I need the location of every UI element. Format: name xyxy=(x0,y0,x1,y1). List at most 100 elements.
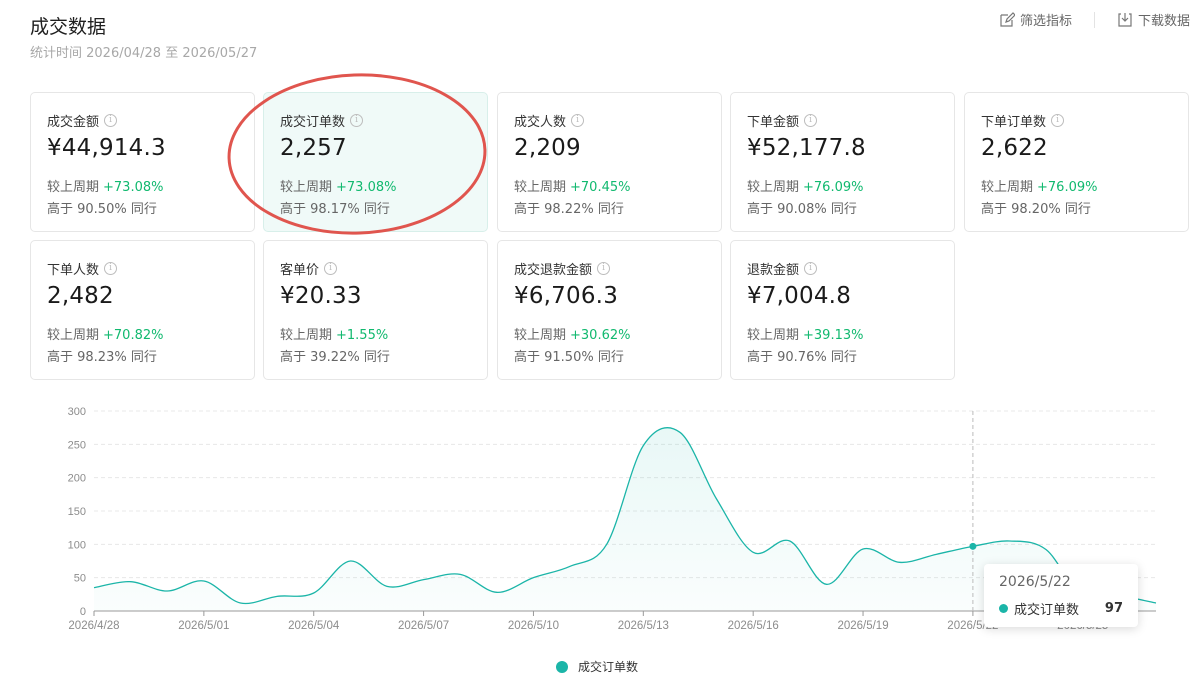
y-tick-label: 150 xyxy=(68,506,86,518)
metric-value: ¥7,004.8 xyxy=(747,283,852,309)
x-tick-label: 2026/4/28 xyxy=(68,620,119,632)
series-area xyxy=(94,427,1156,611)
metric-name: 成交人数 xyxy=(514,115,567,130)
peer-rank: 高于 98.22% 同行 xyxy=(514,202,624,217)
x-tick-label: 2026/5/04 xyxy=(288,620,340,632)
info-icon[interactable]: i xyxy=(104,262,118,275)
tooltip-value: 97 xyxy=(1104,601,1123,616)
metric-value: 2,257 xyxy=(280,135,347,161)
metric-name: 成交退款金额 xyxy=(514,263,593,278)
change-value: +70.45% xyxy=(570,180,631,195)
compare-label: 较上周期 xyxy=(747,328,800,343)
change-value: +76.09% xyxy=(803,180,864,195)
metric-card-order-amount[interactable]: 下单金额 i ¥52,177.8 较上周期 +76.09% 高于 90.08% 同行 xyxy=(730,92,955,232)
y-tick-label: 300 xyxy=(68,406,86,418)
x-tick-label: 2026/5/16 xyxy=(728,620,779,632)
download-data-button[interactable]: 下载数据 xyxy=(1117,10,1190,29)
y-tick-label: 50 xyxy=(74,573,86,585)
compare-label: 较上周期 xyxy=(47,180,100,195)
toolbar-divider xyxy=(1093,11,1095,28)
metric-card-deal-buyers[interactable]: 成交人数 i 2,209 较上周期 +70.45% 高于 98.22% 同行 xyxy=(497,92,722,232)
x-tick-label: 2026/5/13 xyxy=(618,620,669,632)
change-value: +39.13% xyxy=(803,328,864,343)
x-tick-label: 2026/5/01 xyxy=(178,620,229,632)
filter-metrics-label: 筛选指标 xyxy=(1019,14,1072,29)
change-value: +70.82% xyxy=(103,328,164,343)
x-tick-label: 2026/5/19 xyxy=(837,620,888,632)
date-range: 统计时间 2026/04/28 至 2026/05/27 xyxy=(30,46,258,61)
compare-label: 较上周期 xyxy=(981,180,1034,195)
series-dot-icon xyxy=(999,604,1008,613)
metric-card-deal-orders[interactable]: 成交订单数 i 2,257 较上周期 +73.08% 高于 98.17% 同行 xyxy=(263,92,488,232)
metric-card-avg-order-value[interactable]: 客单价 i ¥20.33 较上周期 +1.55% 高于 39.22% 同行 xyxy=(263,240,488,380)
metric-value: ¥6,706.3 xyxy=(514,283,619,309)
y-tick-label: 0 xyxy=(80,606,86,618)
tooltip-series: 成交订单数 xyxy=(1014,603,1080,618)
change-value: +76.09% xyxy=(1037,180,1098,195)
edit-icon xyxy=(999,11,1015,28)
page-title: 成交数据 xyxy=(30,16,107,38)
peer-rank: 高于 91.50% 同行 xyxy=(514,350,624,365)
peer-rank: 高于 90.50% 同行 xyxy=(47,202,157,217)
metric-value: 2,622 xyxy=(981,135,1048,161)
peer-rank: 高于 98.23% 同行 xyxy=(47,350,157,365)
metric-value: ¥44,914.3 xyxy=(47,135,166,161)
change-value: +30.62% xyxy=(570,328,631,343)
metric-card-placed-orders[interactable]: 下单订单数 i 2,622 较上周期 +76.09% 高于 98.20% 同行 xyxy=(964,92,1189,232)
x-tick-label: 2026/5/10 xyxy=(508,620,559,632)
compare-label: 较上周期 xyxy=(280,180,333,195)
metric-card-deal-refund[interactable]: 成交退款金额 i ¥6,706.3 较上周期 +30.62% 高于 91.50% 同… xyxy=(497,240,722,380)
compare-label: 较上周期 xyxy=(47,328,100,343)
chart-svg: 0 50 100 150 200 250 300 2026/4/28 2026/5/01 2026… xyxy=(68,406,1157,632)
download-icon xyxy=(1117,12,1133,28)
change-value: +73.08% xyxy=(103,180,164,195)
data-point xyxy=(969,542,977,550)
metric-card-deal-amount[interactable]: 成交金额 i ¥44,914.3 较上周期 +73.08% 高于 90.50% 同行 xyxy=(30,92,255,232)
compare-label: 较上周期 xyxy=(280,328,333,343)
compare-label: 较上周期 xyxy=(514,328,567,343)
chart-tooltip: 2026/5/22 成交订单数 97 xyxy=(984,564,1138,627)
legend-dot-icon xyxy=(555,660,568,673)
change-value: +73.08% xyxy=(336,180,397,195)
info-icon[interactable]: i xyxy=(324,262,338,275)
metric-value: 2,209 xyxy=(514,135,581,161)
tooltip-date: 2026/5/22 xyxy=(999,574,1071,590)
x-tick-label: 2026/5/07 xyxy=(398,620,449,632)
info-icon[interactable]: i xyxy=(571,114,585,127)
peer-rank: 高于 39.22% 同行 xyxy=(280,350,390,365)
metric-name: 下单金额 xyxy=(747,115,800,130)
change-value: +1.55% xyxy=(336,328,389,343)
info-icon[interactable]: i xyxy=(1051,114,1065,127)
peer-rank: 高于 98.20% 同行 xyxy=(981,202,1091,217)
y-tick-label: 100 xyxy=(68,539,86,551)
peer-rank: 高于 90.76% 同行 xyxy=(747,350,857,365)
metric-card-order-buyers[interactable]: 下单人数 i 2,482 较上周期 +70.82% 高于 98.23% 同行 xyxy=(30,240,255,380)
filter-metrics-button[interactable]: 筛选指标 xyxy=(999,10,1072,29)
info-icon[interactable]: i xyxy=(104,114,118,127)
metric-name: 退款金额 xyxy=(747,263,800,278)
y-tick-label: 200 xyxy=(68,473,86,485)
metric-name: 成交金额 xyxy=(47,115,100,130)
compare-label: 较上周期 xyxy=(514,180,567,195)
info-icon[interactable]: i xyxy=(597,262,611,275)
metric-value: 2,482 xyxy=(47,283,114,309)
y-tick-label: 250 xyxy=(68,439,86,451)
info-icon[interactable]: i xyxy=(350,114,364,127)
metric-name: 下单人数 xyxy=(47,263,100,278)
metric-name: 成交订单数 xyxy=(280,115,346,130)
compare-label: 较上周期 xyxy=(747,180,800,195)
chart-legend[interactable]: 成交订单数 xyxy=(0,658,1194,675)
metric-card-refund-amount[interactable]: 退款金额 i ¥7,004.8 较上周期 +39.13% 高于 90.76% 同行 xyxy=(730,240,955,380)
toolbar: 筛选指标 下载数据 xyxy=(999,10,1190,29)
metric-name: 下单订单数 xyxy=(981,115,1047,130)
trend-chart[interactable]: 0 50 100 150 200 250 300 2026/4/28 2026/5/01 2026… xyxy=(0,400,1194,640)
metric-value: ¥20.33 xyxy=(280,283,362,309)
peer-rank: 高于 90.08% 同行 xyxy=(747,202,857,217)
download-data-label: 下载数据 xyxy=(1137,14,1190,29)
info-icon[interactable]: i xyxy=(804,114,818,127)
legend-label: 成交订单数 xyxy=(577,660,638,674)
metric-name: 客单价 xyxy=(280,263,320,278)
info-icon[interactable]: i xyxy=(804,262,818,275)
peer-rank: 高于 98.17% 同行 xyxy=(280,202,390,217)
metric-value: ¥52,177.8 xyxy=(747,135,866,161)
